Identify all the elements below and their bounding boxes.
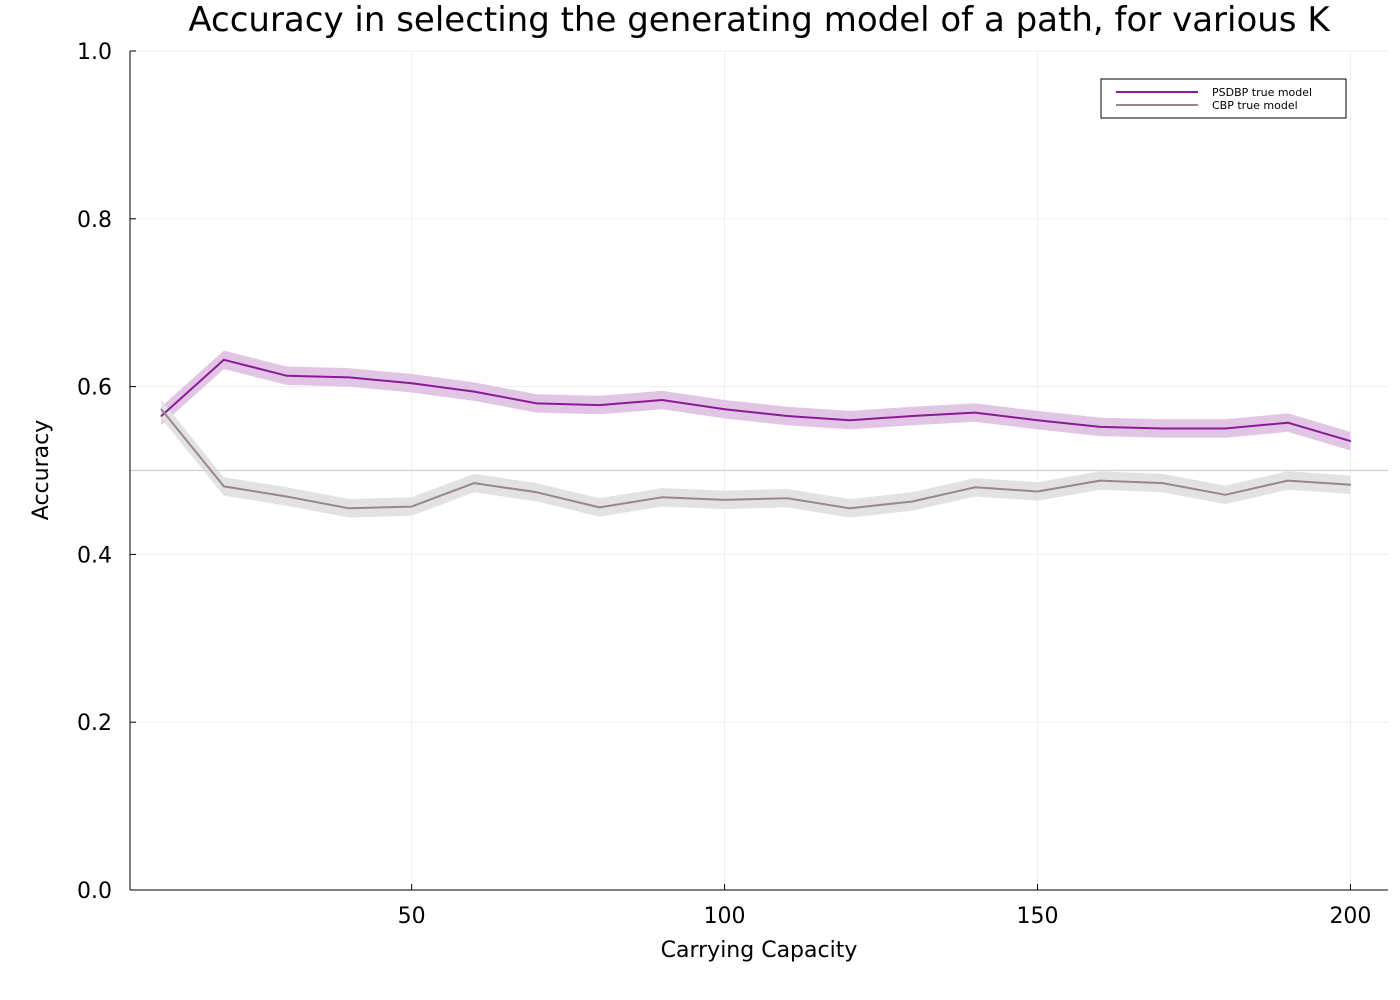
point-series-1-14: [1036, 490, 1039, 493]
point-series-1-15: [1099, 479, 1101, 482]
point-series-0-9: [723, 408, 726, 411]
point-series-0-3: [348, 376, 350, 379]
x-tick-label-3: 200: [1329, 904, 1371, 929]
y-tick-label-3: 0.6: [77, 376, 112, 401]
y-tick-label-2: 0.4: [77, 543, 112, 568]
point-series-0-5: [473, 390, 476, 393]
point-series-0-18: [1287, 421, 1289, 424]
y-tick-label-0: 0.0: [77, 879, 112, 904]
point-series-1-4: [410, 505, 413, 508]
point-series-0-16: [1161, 427, 1164, 430]
point-series-1-12: [911, 500, 914, 503]
point-series-0-2: [285, 374, 288, 377]
point-series-1-9: [723, 499, 726, 501]
point-series-0-1: [223, 358, 225, 361]
point-series-1-7: [598, 506, 601, 509]
tick-labels: 0.0 0.2 0.4 0.6 0.8 1.0 50 100 150 200: [77, 40, 1371, 929]
point-series-0-7: [598, 404, 601, 406]
point-series-1-10: [786, 497, 788, 499]
x-axis-label: Carrying Capacity: [661, 938, 858, 963]
point-series-1-8: [661, 496, 663, 499]
point-series-0-17: [1224, 427, 1227, 430]
point-series-0-4: [410, 382, 413, 385]
line-series-0: [160, 358, 1351, 443]
x-tick-label-1: 100: [704, 904, 746, 929]
confidence-bands: [161, 350, 1351, 518]
x-tick-label-2: 150: [1017, 904, 1059, 929]
y-tick-label-4: 0.8: [77, 208, 112, 233]
legend-label-0: PSDBP true model: [1212, 86, 1312, 99]
chart-title: Accuracy in selecting the generating mod…: [188, 0, 1331, 40]
point-series-0-0: [160, 415, 163, 417]
point-series-0-14: [1036, 419, 1039, 421]
legend-box: [1100, 78, 1347, 119]
series-lines: [160, 358, 1352, 510]
point-series-1-19: [1349, 483, 1352, 486]
point-series-0-13: [974, 411, 976, 414]
legend-label-1: CBP true model: [1212, 99, 1298, 112]
point-series-1-1: [223, 485, 225, 488]
point-series-1-0: [160, 408, 163, 411]
axes: [129, 50, 1388, 891]
point-series-0-19: [1349, 440, 1352, 442]
point-series-1-13: [974, 486, 976, 489]
y-tick-label-5: 1.0: [77, 40, 112, 65]
point-series-0-12: [911, 415, 914, 417]
point-series-0-6: [536, 402, 538, 405]
line-series-1: [160, 408, 1351, 510]
point-series-1-16: [1161, 482, 1164, 484]
point-series-1-3: [348, 507, 350, 510]
band-series-0: [161, 350, 1351, 451]
point-series-1-5: [473, 482, 476, 484]
y-tick-label-1: 0.2: [77, 711, 112, 736]
point-series-0-10: [786, 415, 788, 417]
point-series-0-11: [848, 419, 851, 421]
point-series-0-8: [661, 399, 663, 401]
x-tick-label-0: 50: [398, 904, 426, 929]
point-series-1-18: [1287, 479, 1289, 482]
y-axis-label: Accuracy: [29, 420, 54, 520]
point-series-1-11: [848, 507, 851, 510]
point-series-1-17: [1224, 494, 1227, 496]
point-series-1-6: [536, 491, 538, 494]
point-series-1-2: [285, 495, 288, 498]
point-series-0-15: [1099, 426, 1101, 428]
